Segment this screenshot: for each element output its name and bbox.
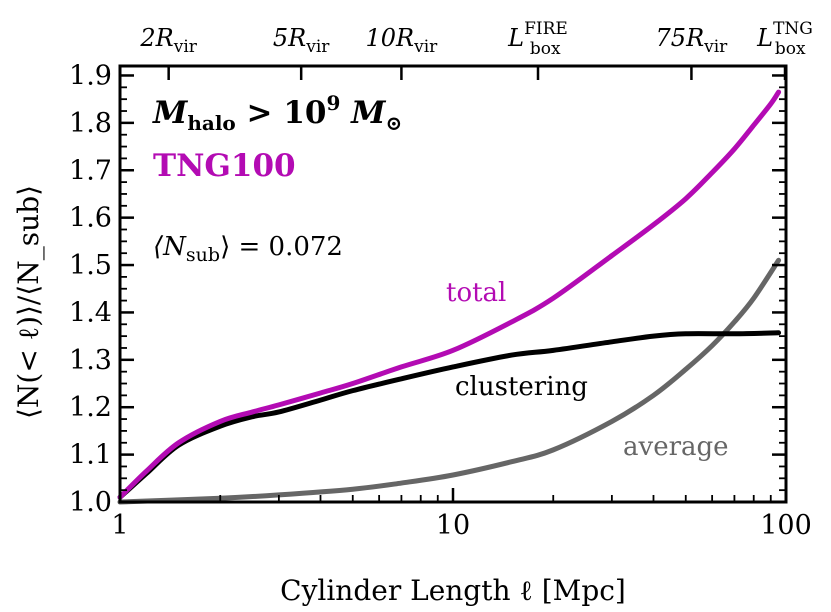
x-tick-label: 1 [111, 510, 128, 541]
top-tick-label: LFIRE box [507, 19, 568, 59]
y-tick-label: 1.0 [69, 487, 112, 518]
annotation-halo-mass: Mhalo > 109 M⊙ [152, 91, 402, 135]
top-tick-label: 2Rvir [139, 24, 197, 57]
curve-label-total: total [446, 278, 506, 308]
y-tick-label: 1.3 [69, 345, 112, 376]
top-tick-label: 5Rvir [273, 24, 330, 57]
y-tick-label: 1.2 [69, 392, 112, 423]
top-tick-label: 10Rvir [366, 24, 439, 57]
axes: 1.0 1.1 1.2 1.3 1.4 1.5 1.6 1.7 1.8 1.9 1 10 100 2Rvi… [69, 19, 813, 541]
y-tick-label: 1.4 [69, 297, 112, 328]
annotation-simulation: TNG100 [153, 148, 296, 184]
x-tick-label: 100 [760, 510, 812, 541]
y-tick-label: 1.7 [69, 155, 112, 186]
y-tick-label: 1.8 [69, 108, 112, 139]
curve-label-clustering: clustering [455, 372, 588, 402]
top-tick-label: LTNG box [756, 19, 813, 59]
series-layer [117, 89, 782, 505]
x-tick-label: 10 [436, 510, 470, 541]
x-axis-title: Cylinder Length ℓ [Mpc] [280, 574, 626, 607]
y-tick-label: 1.1 [69, 440, 112, 471]
series-clustering-line [117, 330, 782, 500]
y-tick-label: 1.9 [69, 60, 112, 91]
series-total-line [117, 89, 782, 500]
y-tick-label: 1.6 [69, 203, 112, 234]
y-axis-title: ⟨N(< ℓ)⟩/⟨N_sub⟩ [12, 185, 45, 419]
y-tick-label: 1.5 [69, 250, 112, 281]
annotation-mean-nsub: ⟨Nsub⟩ = 0.072 [153, 232, 343, 266]
curve-label-average: average [623, 432, 729, 462]
top-tick-label: 75Rvir [656, 24, 729, 57]
